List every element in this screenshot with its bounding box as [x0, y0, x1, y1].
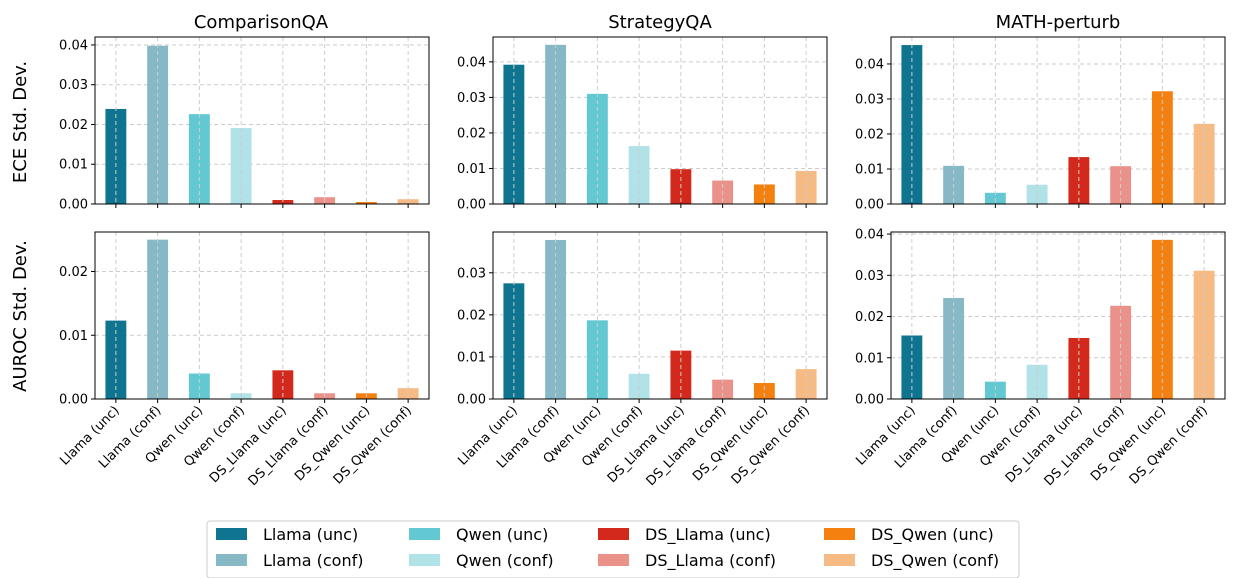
row-label-auroc: AUROC Std. Dev.	[10, 240, 31, 392]
bar-ds-llama-unc	[272, 370, 294, 399]
bar-qwen-conf	[628, 146, 650, 204]
x-tick-label-ds-qwen-unc: DS_Qwen (unc)	[292, 403, 373, 484]
legend-swatch	[824, 528, 855, 540]
legend-item-qwen-conf: Qwen (conf)	[409, 551, 554, 570]
bar-qwen-unc	[586, 93, 608, 204]
x-tick-label-ds-qwen-conf: DS_Qwen (conf)	[729, 403, 813, 487]
legend-label: Llama (conf)	[263, 551, 363, 570]
panel-ece-comparisonqa: 0.00 0.01 0.02 0.03 0.04	[59, 36, 430, 213]
row-label-ece: ECE Std. Dev.	[10, 61, 31, 183]
bar-ds-llama-unc	[272, 200, 294, 204]
legend-items: Llama (unc) Llama (conf) Qwen (unc) Qwen (c…	[216, 525, 999, 571]
y-tick-label: 0.02	[59, 265, 88, 280]
legend-label: Qwen (unc)	[456, 525, 548, 544]
x-tick-label-ds-qwen-conf: DS_Qwen (conf)	[331, 403, 415, 487]
legend-swatch	[409, 528, 440, 540]
y-tick-label: 0.01	[59, 329, 88, 344]
legend-swatch	[409, 554, 440, 566]
y-tick-label: 0.00	[855, 393, 884, 408]
plot-frame	[492, 36, 828, 205]
legend-item-ds-llama-unc: DS_Llama (unc)	[598, 525, 771, 545]
plot-frame	[94, 231, 430, 400]
plot-frame	[94, 36, 430, 205]
legend-item-llama-conf: Llama (conf)	[216, 551, 363, 570]
chart-panels: 0.00 0.01 0.02 0.03 0.04 0.00 0.01 0.02 0.03 0.04…	[57, 36, 1226, 489]
column-title-comparisonqa: ComparisonQA	[194, 12, 329, 33]
legend-swatch	[598, 528, 629, 540]
y-tick-label: 0.01	[59, 158, 88, 173]
legend-swatch	[824, 554, 855, 566]
legend-item-qwen-unc: Qwen (unc)	[409, 525, 548, 544]
legend-swatch	[598, 554, 629, 566]
legend-swatch	[216, 528, 247, 540]
panel-ece-math-perturb: 0.00 0.01 0.02 0.03 0.04	[855, 36, 1226, 213]
y-tick-label: 0.04	[855, 228, 884, 243]
y-tick-label: 0.00	[457, 393, 486, 408]
bar-ds-qwen-conf	[795, 369, 817, 399]
y-tick-label: 0.03	[457, 91, 486, 106]
panel-ece-strategyqa: 0.00 0.01 0.02 0.03 0.04	[457, 36, 828, 213]
legend-item-llama-unc: Llama (unc)	[216, 525, 358, 544]
y-tick-label: 0.00	[59, 393, 88, 408]
y-tick-label: 0.01	[855, 162, 884, 177]
column-title-math-perturb: MATH-perturb	[996, 12, 1121, 33]
x-tick-label-ds-qwen-unc: DS_Qwen (unc)	[690, 403, 771, 484]
bar-ds-qwen-unc	[753, 383, 775, 399]
y-tick-label: 0.00	[457, 198, 486, 213]
y-tick-label: 0.03	[457, 266, 486, 281]
y-tick-label: 0.04	[59, 38, 88, 53]
y-tick-label: 0.03	[59, 78, 88, 93]
legend-swatch	[216, 554, 247, 566]
y-tick-label: 0.00	[59, 198, 88, 213]
x-tick-label-ds-qwen-conf: DS_Qwen (conf)	[1127, 403, 1211, 487]
y-tick-label: 0.04	[855, 57, 884, 72]
x-tick-label-ds-llama-unc: DS_Llama (unc)	[207, 403, 290, 486]
y-tick-label: 0.02	[855, 127, 884, 142]
y-tick-label: 0.01	[457, 162, 486, 177]
legend-label: Llama (unc)	[263, 525, 358, 544]
legend-label: DS_Qwen (conf)	[871, 551, 999, 571]
y-tick-label: 0.02	[855, 310, 884, 325]
y-tick-label: 0.04	[457, 55, 486, 70]
bar-ds-qwen-unc	[1151, 91, 1173, 204]
plot-frame	[492, 231, 828, 400]
legend-item-ds-llama-conf: DS_Llama (conf)	[598, 551, 776, 571]
legend-item-ds-qwen-unc: DS_Qwen (unc)	[824, 525, 994, 545]
plot-frame	[890, 231, 1226, 400]
legend-label: Qwen (conf)	[456, 551, 554, 570]
legend-item-ds-qwen-conf: DS_Qwen (conf)	[824, 551, 999, 571]
bar-ds-qwen-conf	[1193, 270, 1215, 399]
bar-llama-conf	[943, 297, 965, 399]
bar-llama-unc	[503, 64, 525, 204]
x-tick-label-ds-llama-unc: DS_Llama (unc)	[605, 403, 688, 486]
legend: Llama (unc) Llama (conf) Qwen (unc) Qwen (c…	[206, 520, 1020, 578]
legend-label: DS_Qwen (unc)	[871, 525, 994, 545]
x-tick-label-ds-qwen-unc: DS_Qwen (unc)	[1088, 403, 1169, 484]
x-tick-label-ds-llama-unc: DS_Llama (unc)	[1003, 403, 1086, 486]
bar-ds-qwen-unc	[355, 202, 377, 204]
y-tick-label: 0.02	[59, 118, 88, 133]
y-tick-label: 0.02	[457, 126, 486, 141]
y-tick-label: 0.00	[855, 198, 884, 213]
y-tick-label: 0.01	[457, 350, 486, 365]
y-tick-label: 0.03	[855, 92, 884, 107]
legend-label: DS_Llama (conf)	[645, 551, 776, 571]
bar-qwen-unc	[984, 381, 1006, 399]
y-tick-label: 0.01	[855, 351, 884, 366]
y-tick-label: 0.02	[457, 308, 486, 323]
legend-label: DS_Llama (unc)	[645, 525, 771, 545]
plot-frame	[890, 36, 1226, 205]
column-title-strategyqa: StrategyQA	[608, 12, 712, 33]
y-tick-label: 0.03	[855, 269, 884, 284]
bar-llama-unc	[503, 283, 525, 399]
